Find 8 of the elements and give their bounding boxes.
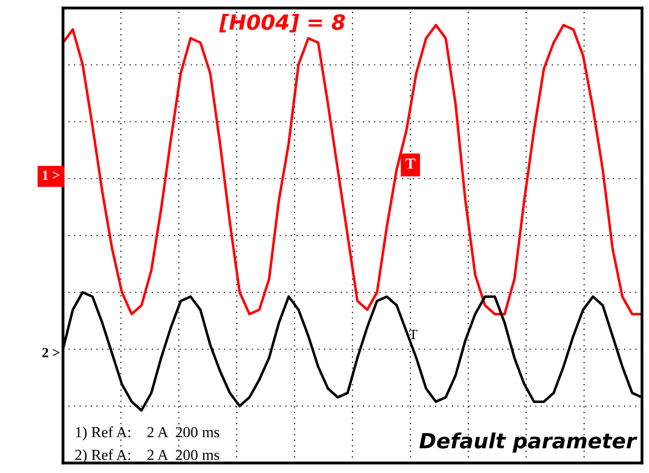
annotation: [H004] = 8	[219, 14, 345, 32]
annotation: 1) Ref A: 2 A 200 ms	[76, 426, 220, 440]
annotation: Default parameter	[419, 432, 638, 453]
annotation: T	[406, 158, 416, 169]
text: 2 >	[42, 348, 60, 358]
text: 1 >	[42, 170, 60, 180]
annotation: 2) Ref A: 2 A 200 ms	[75, 449, 220, 464]
annotation: T	[409, 330, 418, 339]
